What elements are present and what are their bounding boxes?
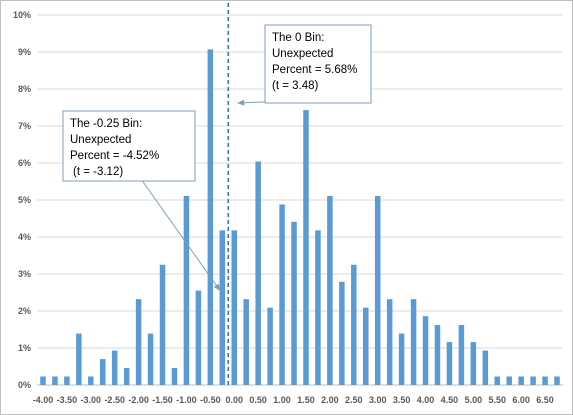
bar [422,316,429,385]
bar [195,290,202,385]
bar [327,195,333,385]
y-axis-ticks: 0% 1% 2% 3% 4% 5% 6% 7% 8% 9% 10% [13,10,31,390]
y-tick-label: 0% [18,380,31,390]
bar [64,376,70,385]
x-tick-label: 4.50 [441,395,459,405]
x-tick-label: 0.50 [249,395,267,405]
bar [291,221,297,385]
bar [315,230,321,385]
x-tick-label: 1.00 [273,395,291,405]
x-tick-label: 0.00 [225,395,243,405]
y-tick-label: 7% [18,121,31,131]
bar [76,333,82,385]
bar [159,264,166,385]
bar [147,333,154,385]
bar [111,350,118,385]
bar [434,325,441,385]
x-axis-ticks: -4.00 -3.50 -3.00 -2.50 -2.00 -1.50 -1.00 -0.50… [33,395,554,405]
bar [363,307,369,385]
bar [183,195,190,385]
callouts: The 0 Bin: Unexpected Percent = 5.68% (t = … [62,24,372,292]
x-tick-label: -1.00 [176,395,197,405]
callout-pointer [140,178,221,292]
x-tick-label: 4.00 [417,395,435,405]
bar [386,299,393,385]
callout-arrowhead [237,99,245,106]
y-tick-label: 3% [18,269,31,279]
callout-text-line: The -0.25 Bin: [70,118,142,130]
bar [219,230,226,385]
bar [267,307,273,385]
y-tick-label: 8% [18,84,31,94]
bar [506,376,512,385]
callout: The -0.25 Bin: Unexpected Percent = -4.52%… [62,110,221,292]
x-tick-label: 5.50 [488,395,506,405]
bar [458,325,465,385]
x-tick-label: 6.00 [512,395,530,405]
x-tick-label: -0.50 [200,395,221,405]
bar [171,367,178,385]
bar [339,281,345,385]
x-tick-label: -3.50 [57,395,78,405]
callout-text-line: (t = -3.12) [73,166,123,178]
bar [482,350,489,385]
bar [135,299,142,385]
bar [374,195,381,385]
callout-arrowhead [213,283,221,291]
y-tick-label: 5% [18,195,31,205]
x-tick-label: 3.50 [393,395,411,405]
x-tick-label: -2.00 [128,395,149,405]
bar [351,264,357,385]
x-tick-label: -1.50 [152,395,173,405]
bar [410,299,417,385]
bar [207,49,214,385]
x-tick-label: 2.50 [345,395,363,405]
bar [231,230,237,385]
callout-text-line: Percent = 5.68% [272,64,357,76]
callout-text-line: (t = 3.48) [272,80,319,92]
bar [554,376,560,385]
bar [123,367,130,385]
x-tick-label: 1.50 [297,395,315,405]
callout-text-line: The 0 Bin: [272,32,324,44]
callout-text-line: Unexpected [272,48,333,60]
x-tick-label: 6.50 [536,395,554,405]
bar [279,204,285,385]
bar [542,376,548,385]
bar [40,376,46,385]
bar [255,161,261,385]
bar [470,342,477,385]
bar [530,376,536,385]
x-tick-label: -2.50 [104,395,125,405]
bar [398,333,405,385]
bar [100,359,106,385]
callout-text-line: Unexpected [70,134,131,146]
bar [518,376,524,385]
bar [52,376,58,385]
x-tick-label: 5.00 [465,395,483,405]
x-tick-label: -3.00 [81,395,102,405]
callout-box [62,110,196,182]
bar [494,376,500,385]
y-tick-label: 9% [18,47,31,57]
callout: The 0 Bin: Unexpected Percent = 5.68% (t = … [237,24,372,106]
callout-box [264,24,372,104]
y-tick-label: 10% [13,10,31,20]
bar [446,342,453,385]
bar [88,376,94,385]
y-tick-label: 2% [18,306,31,316]
y-tick-label: 6% [18,158,31,168]
y-tick-label: 4% [18,232,31,242]
y-tick-label: 1% [18,343,31,353]
x-tick-label: -4.00 [33,395,54,405]
bar [303,110,309,385]
callout-text-line: Percent = -4.52% [70,150,159,162]
x-tick-label: 2.00 [321,395,339,405]
bar [243,299,249,385]
bars [40,49,560,385]
x-tick-label: 3.00 [369,395,387,405]
